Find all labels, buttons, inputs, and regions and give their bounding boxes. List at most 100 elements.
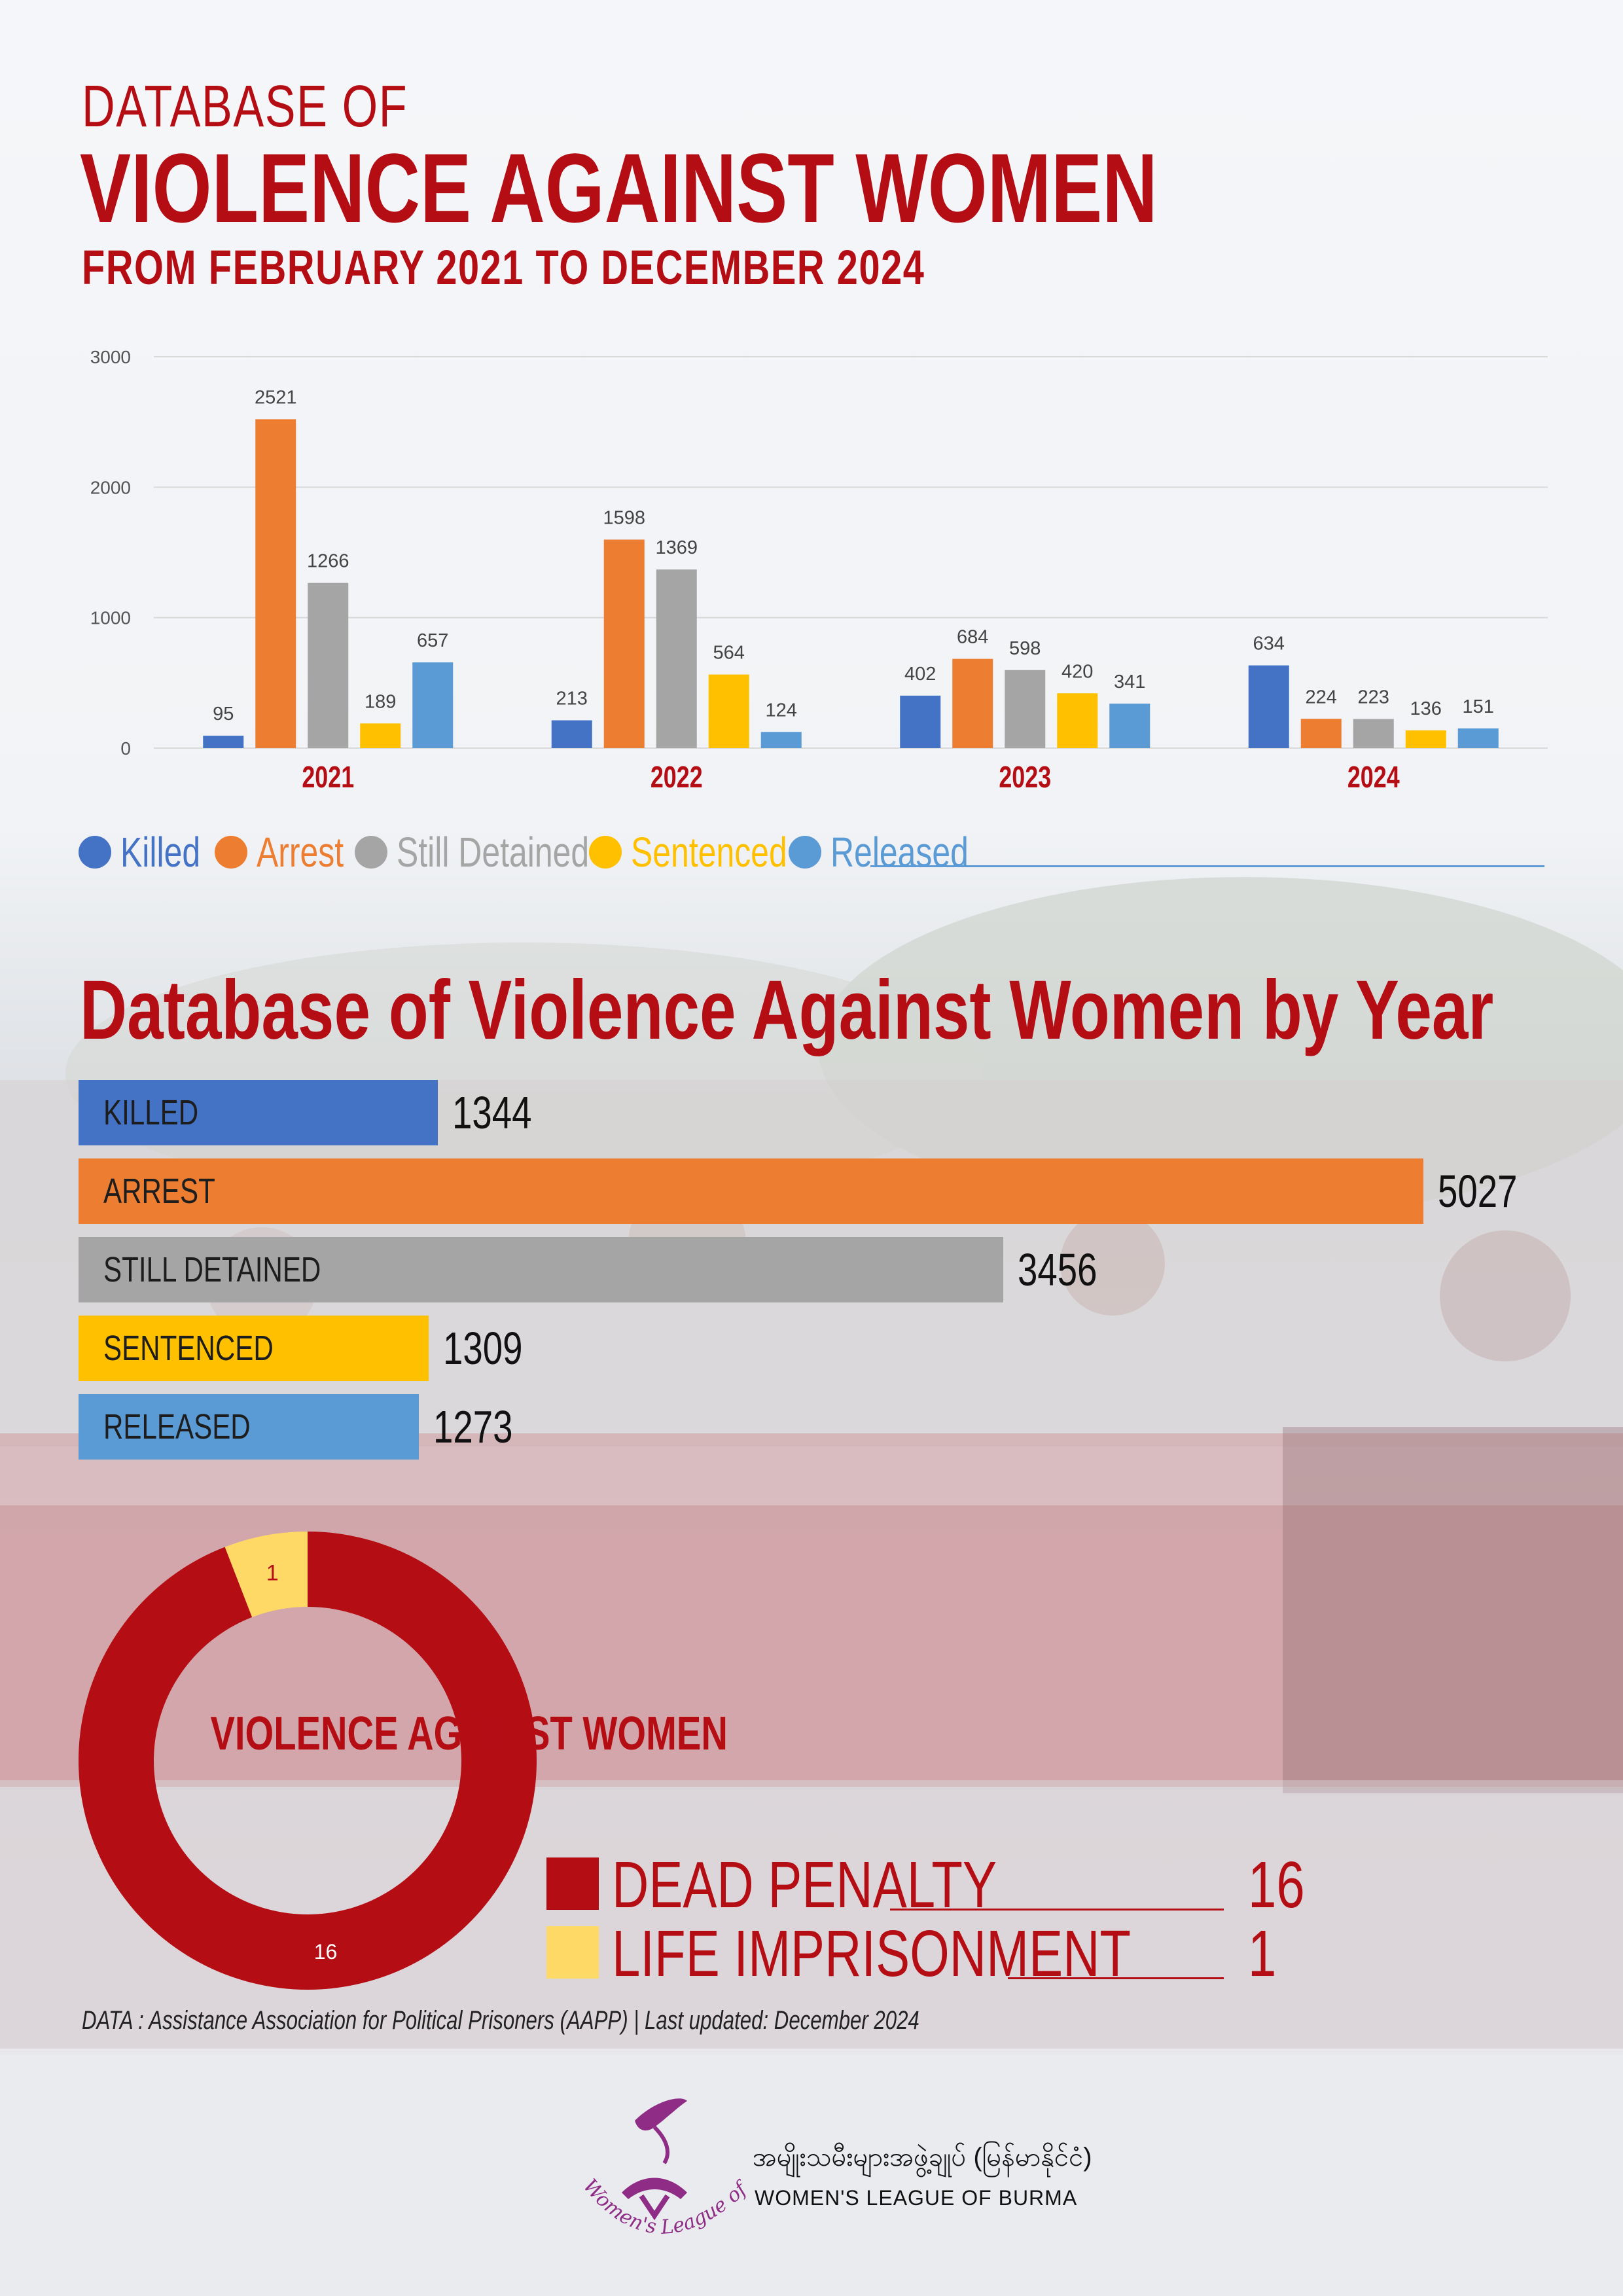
data-label-arrest-2022: 1598 — [603, 507, 645, 528]
data-label-arrest-2021: 2521 — [255, 387, 297, 408]
bar-arrest-2023 — [952, 658, 993, 748]
total-bar-arrest: ARREST — [79, 1158, 1423, 1224]
main-title: VIOLENCE AGAINST WOMEN — [80, 133, 1158, 243]
bar-sentenced-2022 — [708, 674, 749, 748]
bar-still-detained-2021 — [308, 583, 349, 748]
total-bar-sentenced: SENTENCED — [79, 1316, 429, 1381]
donut-slice-life-imprisonment — [224, 1532, 308, 1617]
data-label-killed-2024: 634 — [1253, 634, 1285, 655]
legend-dot-killed — [79, 836, 111, 869]
data-source-note: DATA : Assistance Association for Politi… — [82, 2006, 919, 2035]
y-tick-label: 3000 — [90, 347, 131, 367]
data-label-released-2024: 151 — [1463, 696, 1494, 717]
bar-released-2022 — [760, 732, 802, 748]
bar-killed-2021 — [203, 736, 244, 748]
bar-killed-2023 — [900, 695, 941, 748]
bar-arrest-2021 — [255, 419, 296, 748]
total-value-sentenced: 1309 — [443, 1323, 523, 1374]
bar-killed-2022 — [551, 720, 592, 748]
legend-leader-line — [1008, 1977, 1224, 1979]
donut-slice-dead-penalty — [78, 1532, 537, 1990]
total-bar-label-still-detained: STILL DETAINED — [103, 1250, 321, 1289]
bar-sentenced-2024 — [1405, 730, 1446, 748]
data-label-killed-2022: 213 — [556, 689, 588, 709]
legend-item-still-detained: Still Detained — [355, 826, 643, 878]
bar-killed-2024 — [1248, 665, 1289, 748]
legend-item-killed: Killed — [79, 826, 223, 878]
total-value-still-detained: 3456 — [1018, 1244, 1097, 1295]
org-name-myanmar: အမျိုးသမီးများအဖွဲ့ချုပ် (မြန်မာနိုင်ငံ) — [753, 2143, 1092, 2172]
data-label-killed-2021: 95 — [213, 704, 234, 725]
data-label-sentenced-2023: 420 — [1061, 661, 1093, 682]
yearly-grouped-bar-chart: 0 1000 2000 3000 95 2521 1266 189 657 213 1598 136… — [90, 347, 1548, 794]
legend-label-dead-penalty: DEAD PENALTY — [612, 1848, 997, 1922]
category-label-2024: 2024 — [1347, 761, 1400, 794]
legend-swatch-dead-penalty — [546, 1857, 599, 1910]
data-label-still-detained-2022: 1369 — [655, 537, 698, 558]
donut-center-label: VIOLENCE AGAINST WOMEN — [210, 1708, 728, 1760]
category-label-2021: 2021 — [302, 761, 354, 794]
total-value-killed: 1344 — [452, 1087, 532, 1138]
total-bar-released: RELEASED — [79, 1394, 419, 1460]
date-range-subtitle: FROM FEBRUARY 2021 TO DECEMBER 2024 — [82, 240, 925, 295]
category-label-2022: 2022 — [651, 761, 703, 794]
legend-item-sentenced: Sentenced — [589, 826, 831, 878]
penalty-donut-chart: 1 16 — [78, 1532, 537, 1990]
womens-league-logo: Women's League of Burma — [556, 2081, 753, 2239]
legend-label-released: Released — [830, 829, 969, 876]
bar-released-2023 — [1109, 704, 1150, 748]
legend-dot-arrest — [215, 836, 247, 869]
legend-label-life-imprisonment: LIFE IMPRISONMENT — [612, 1917, 1132, 1990]
data-label-sentenced-2022: 564 — [713, 643, 745, 664]
data-label-still-detained-2024: 223 — [1358, 687, 1389, 708]
bar-arrest-2022 — [603, 539, 645, 748]
data-label-still-detained-2023: 598 — [1009, 638, 1041, 659]
legend-dot-sentenced — [589, 836, 622, 869]
legend-label-still-detained: Still Detained — [397, 829, 590, 876]
bar-released-2021 — [412, 662, 454, 748]
total-bar-label-arrest: ARREST — [103, 1172, 215, 1211]
legend-dot-released — [789, 836, 821, 869]
bar-still-detained-2022 — [656, 569, 697, 748]
data-label-released-2022: 124 — [766, 700, 797, 721]
legend-label-arrest: Arrest — [257, 829, 344, 876]
value-dead-penalty: 16 — [1248, 1848, 1305, 1922]
data-label-released-2023: 341 — [1114, 672, 1145, 692]
bar-sentenced-2023 — [1057, 693, 1098, 748]
legend-underline — [870, 865, 1544, 867]
totals-section-title: Database of Violence Against Women by Ye… — [80, 963, 1494, 1057]
total-bar-killed: KILLED — [79, 1080, 438, 1145]
chart-legend: Killed Arrest Still Detained Sentenced R… — [79, 826, 1544, 878]
legend-item-arrest: Arrest — [215, 826, 368, 878]
data-label-arrest-2024: 224 — [1306, 687, 1337, 708]
donut-value-life-imprisonment: 1 — [266, 1560, 279, 1585]
legend-label-killed: Killed — [120, 829, 201, 876]
y-tick-label: 1000 — [90, 608, 131, 628]
legend-item-released: Released — [789, 826, 1007, 878]
bar-still-detained-2024 — [1353, 719, 1394, 748]
y-tick-label: 0 — [120, 738, 131, 759]
donut-value-dead-penalty: 16 — [314, 1940, 338, 1964]
bar-arrest-2024 — [1300, 719, 1342, 748]
category-label-2023: 2023 — [999, 761, 1051, 794]
legend-dot-still-detained — [355, 836, 387, 869]
data-label-arrest-2023: 684 — [957, 627, 988, 648]
total-value-arrest: 5027 — [1438, 1166, 1518, 1217]
total-bar-label-released: RELEASED — [103, 1407, 251, 1446]
total-bar-label-sentenced: SENTENCED — [103, 1329, 274, 1368]
data-label-released-2021: 657 — [417, 630, 448, 651]
bar-released-2024 — [1457, 728, 1499, 748]
data-label-sentenced-2024: 136 — [1410, 698, 1442, 719]
value-life-imprisonment: 1 — [1248, 1917, 1277, 1990]
total-bar-label-killed: KILLED — [103, 1093, 199, 1132]
data-label-sentenced-2021: 189 — [365, 691, 396, 712]
legend-swatch-life-imprisonment — [546, 1926, 599, 1979]
legend-leader-line — [890, 1909, 1224, 1910]
title-line1: DATABASE OF — [82, 74, 408, 139]
bar-sentenced-2021 — [360, 723, 401, 748]
total-bar-still-detained: STILL DETAINED — [79, 1237, 1003, 1302]
data-label-killed-2023: 402 — [904, 664, 936, 685]
total-value-released: 1273 — [433, 1401, 513, 1452]
org-name-english: WOMEN'S LEAGUE OF BURMA — [755, 2186, 1078, 2210]
bar-still-detained-2023 — [1005, 670, 1046, 748]
